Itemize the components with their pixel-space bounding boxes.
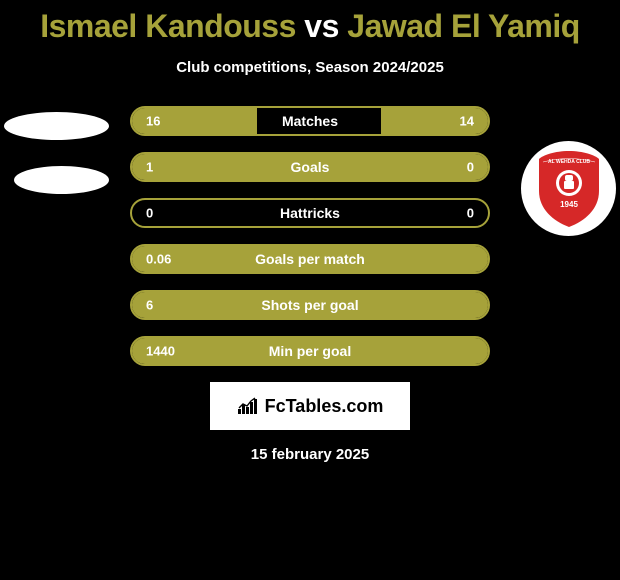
badge-circle-icon: AL WEHDA CLUB 1945 xyxy=(521,141,616,236)
stat-label: Matches xyxy=(132,113,488,129)
chart-area: AL WEHDA CLUB 1945 16 Matches 14 1 Goals xyxy=(0,106,620,463)
stat-label: Goals per match xyxy=(132,251,488,267)
stat-label: Min per goal xyxy=(132,343,488,359)
club-logo-left xyxy=(4,106,109,194)
ellipse-icon xyxy=(4,112,109,140)
stat-label: Shots per goal xyxy=(132,297,488,313)
stat-row: 1440 Min per goal xyxy=(130,336,490,366)
stat-value-right: 14 xyxy=(460,114,474,129)
branding-box: FcTables.com xyxy=(210,382,410,430)
svg-text:AL WEHDA CLUB: AL WEHDA CLUB xyxy=(548,159,590,165)
title-vs: vs xyxy=(304,8,339,44)
stat-rows: 16 Matches 14 1 Goals 0 0 Hattricks 0 0.… xyxy=(130,106,490,366)
club-logo-right: AL WEHDA CLUB 1945 xyxy=(516,106,616,236)
branding-text: FcTables.com xyxy=(265,396,384,417)
bars-icon xyxy=(237,397,259,415)
player2-name: Jawad El Yamiq xyxy=(347,8,580,44)
ellipse-icon xyxy=(14,166,109,194)
date-text: 15 february 2025 xyxy=(0,446,620,463)
stat-value-right: 0 xyxy=(467,206,474,221)
stat-label: Hattricks xyxy=(132,205,488,221)
stat-label: Goals xyxy=(132,159,488,175)
stat-row: 6 Shots per goal xyxy=(130,290,490,320)
stat-row: 0 Hattricks 0 xyxy=(130,198,490,228)
stat-value-right: 0 xyxy=(467,160,474,175)
stat-row: 1 Goals 0 xyxy=(130,152,490,182)
stat-row: 16 Matches 14 xyxy=(130,106,490,136)
svg-text:1945: 1945 xyxy=(560,200,578,209)
stat-row: 0.06 Goals per match xyxy=(130,244,490,274)
shield-icon: AL WEHDA CLUB 1945 xyxy=(535,149,603,229)
comparison-title: Ismael Kandouss vs Jawad El Yamiq xyxy=(0,0,620,45)
subtitle: Club competitions, Season 2024/2025 xyxy=(0,59,620,76)
player1-name: Ismael Kandouss xyxy=(40,8,296,44)
